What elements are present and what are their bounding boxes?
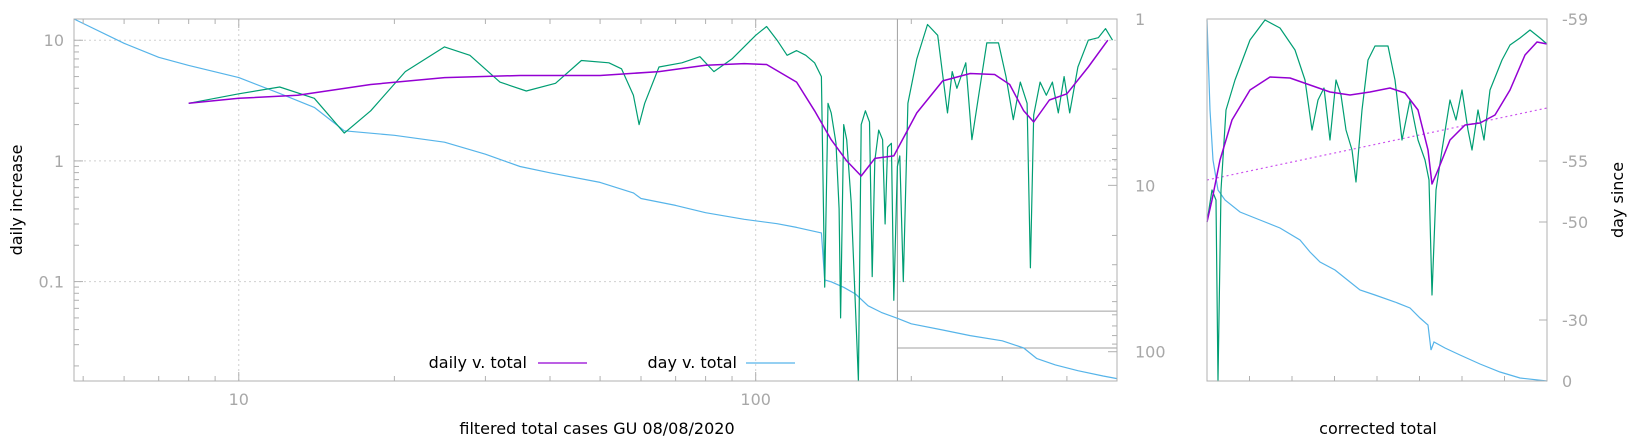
legend-label-day: day v. total — [648, 353, 738, 372]
left-grid — [74, 19, 1117, 381]
right-plot-series — [1206, 19, 1548, 382]
y2-tick-label: 1 — [1135, 10, 1145, 29]
y-axis-label: daily increase — [7, 145, 26, 256]
right-plot-border — [1206, 18, 1548, 382]
y-tick-label: 10 — [44, 31, 64, 50]
right-y2-tick-label: -50 — [1562, 213, 1588, 232]
right-y-axis-label: day since — [1608, 162, 1627, 238]
right-x-axis-label: corrected total — [1319, 419, 1437, 438]
y2-tick-label: 10 — [1135, 176, 1155, 195]
legend: daily v. total day v. total — [429, 353, 795, 372]
y-tick-label: 1 — [54, 152, 64, 171]
series-line-raw — [188, 23, 1114, 382]
right-y2-tick-label: -30 — [1562, 311, 1588, 330]
x-tick-label: 100 — [740, 390, 771, 409]
left-plot-border — [73, 18, 1118, 382]
y2-tick-label: 100 — [1135, 343, 1166, 362]
left-tick-labels: 10 100 10 1 0.1 1 10 100 — [39, 10, 1166, 409]
right-y2-tick-label: 0 — [1562, 372, 1572, 391]
series-line-day-right — [1206, 19, 1548, 382]
x-tick-label: 10 — [229, 390, 249, 409]
left-plot-frame — [73, 18, 1118, 382]
right-y2-tick-label: -59 — [1562, 10, 1588, 29]
series-line-raw-right — [1206, 19, 1548, 382]
series-line-daily — [188, 39, 1109, 177]
right-tick-labels: -59 -55 -50 -30 0 — [1562, 10, 1588, 391]
y-tick-label: 0.1 — [39, 273, 64, 292]
x-axis-label: filtered total cases GU 08/08/2020 — [459, 419, 734, 438]
series-line-daily-right — [1206, 41, 1548, 223]
legend-label-daily: daily v. total — [429, 353, 527, 372]
left-plot-series — [73, 18, 1118, 382]
right-y2-tick-label: -55 — [1562, 152, 1588, 171]
right-plot-frame — [1206, 18, 1548, 382]
series-line-day — [73, 18, 1118, 380]
series-line-trend — [1206, 107, 1548, 181]
